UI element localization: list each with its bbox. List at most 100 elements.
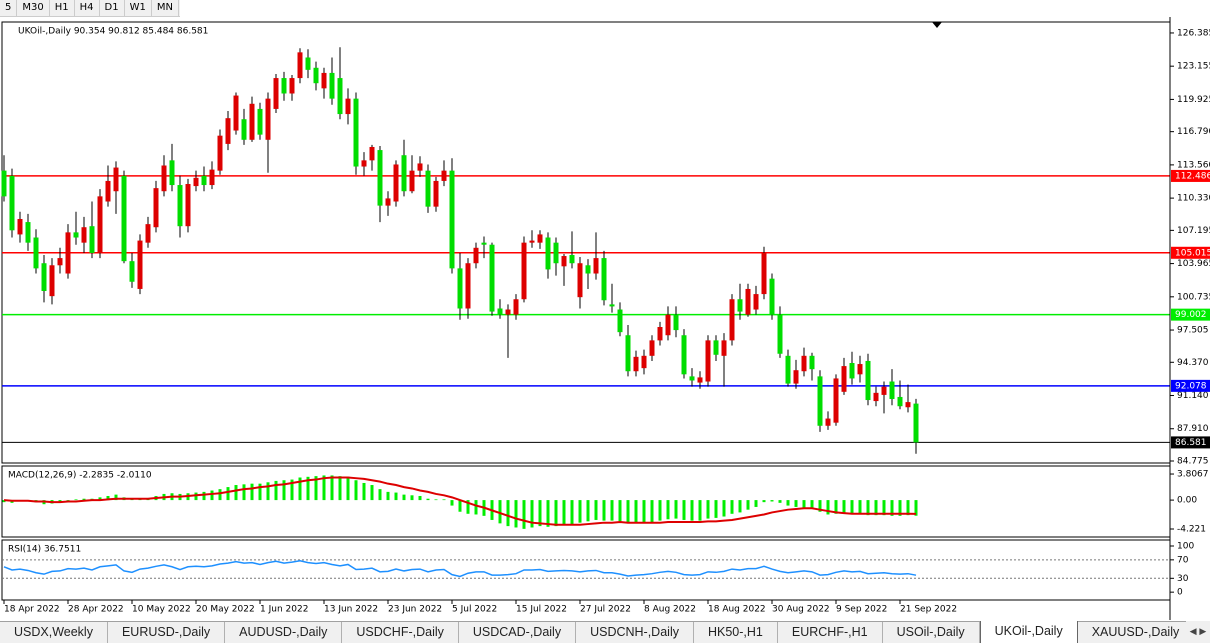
macd-bar — [114, 494, 118, 501]
price-level-tag — [1171, 379, 1210, 392]
macd-bar — [450, 500, 454, 506]
chart-tab[interactable]: USDCNH-,Daily — [576, 622, 694, 643]
timeframe-button[interactable]: D1 — [100, 0, 125, 16]
candle-body — [209, 169, 215, 186]
macd-bar — [426, 498, 430, 501]
candle-body — [873, 392, 879, 402]
x-tick-label: 18 Aug 2022 — [708, 605, 766, 615]
timeframe-button[interactable]: H4 — [75, 0, 100, 16]
x-tick-label: 21 Sep 2022 — [900, 605, 957, 615]
candle-body — [377, 150, 383, 206]
macd-bar — [394, 492, 398, 501]
chart-tab[interactable]: USDX,Weekly — [0, 622, 108, 643]
macd-bar — [194, 492, 198, 501]
macd-bar — [210, 490, 214, 501]
candle-body — [841, 366, 847, 392]
timeframe-toolbar: 5 M30 H1 H4 D1 W1 MN — [0, 0, 180, 17]
chart-tab[interactable]: EURCHF-,H1 — [778, 622, 883, 643]
signal-line — [3, 476, 917, 526]
candle-body — [793, 370, 799, 384]
candle-body — [633, 356, 639, 372]
candle-body — [521, 242, 527, 300]
y-tick-label: 84.775 — [1177, 456, 1209, 466]
y-tick-label: 97.505 — [1177, 326, 1209, 336]
candle-body — [353, 98, 359, 167]
candle-body — [1, 170, 7, 197]
macd-bar — [514, 500, 518, 528]
candle-body — [905, 402, 911, 408]
chart-tab[interactable]: USDCAD-,Daily — [459, 622, 577, 643]
shift-marker — [932, 22, 942, 28]
candle-body — [369, 146, 375, 161]
candle-body — [761, 252, 767, 295]
candle-body — [545, 237, 551, 270]
macd-bar — [650, 500, 654, 523]
macd-bar — [434, 499, 438, 501]
candle-body — [249, 103, 255, 140]
y-tick-label: 116.790 — [1177, 127, 1210, 137]
candle-body — [177, 185, 183, 227]
chart-tab[interactable]: UKOil-,Daily — [979, 621, 1078, 643]
price-level-tag — [1171, 436, 1210, 449]
candle-body — [313, 67, 319, 84]
macd-bar — [402, 494, 406, 501]
macd-bar — [578, 500, 582, 523]
tab-scroll[interactable]: ◀ ▶ — [1186, 621, 1210, 643]
chart-tab[interactable]: AUDUSD-,Daily — [225, 622, 343, 643]
price-level-label: 105.015 — [1175, 248, 1210, 258]
chart-tab[interactable]: XAUUSD-,Daily — [1078, 622, 1195, 643]
macd-bar — [250, 483, 254, 501]
macd-bar — [786, 500, 790, 506]
y-tick-label: -4.221 — [1177, 524, 1206, 534]
candle-body — [233, 95, 239, 131]
macd-bar — [66, 500, 70, 501]
macd-bar — [386, 491, 390, 501]
timeframe-button[interactable]: M30 — [17, 0, 50, 16]
y-tick-label: 70 — [1177, 555, 1189, 565]
candle-body — [529, 240, 535, 243]
x-tick-label: 5 Jul 2022 — [452, 605, 497, 615]
macd-bar — [282, 480, 286, 501]
candle-body — [297, 52, 303, 79]
macd-bar — [458, 500, 462, 512]
chart-tab[interactable]: USOil-,Daily — [883, 622, 980, 643]
macd-bar — [98, 497, 102, 501]
candle-body — [153, 188, 159, 228]
timeframe-button[interactable]: 5 — [0, 0, 18, 16]
y-tick-label: 100 — [1177, 542, 1194, 552]
macd-bar — [346, 476, 350, 501]
price-level-label: 86.581 — [1175, 438, 1207, 448]
timeframe-button[interactable]: MN — [152, 0, 179, 16]
macd-bar — [658, 500, 662, 521]
candle-body — [913, 403, 919, 443]
timeframe-button[interactable]: W1 — [125, 0, 152, 16]
macd-bar — [602, 500, 606, 521]
chart-tab[interactable]: HK50-,H1 — [694, 622, 778, 643]
macd-bar — [82, 498, 86, 501]
candle-body — [489, 244, 495, 312]
candle-body — [81, 227, 87, 243]
x-tick-label: 18 Apr 2022 — [4, 605, 60, 615]
candle-body — [577, 263, 583, 298]
candle-body — [457, 268, 463, 309]
macd-bar — [242, 484, 246, 501]
chart-tabs: USDX,Weekly EURUSD-,Daily AUDUSD-,Daily USD… — [0, 621, 1210, 643]
macd-bar — [618, 500, 622, 522]
candle-body — [265, 98, 271, 140]
candle-body — [681, 335, 687, 375]
candle-body — [9, 175, 15, 231]
macd-bar — [778, 500, 782, 503]
price-level-label: 99.002 — [1175, 310, 1207, 320]
y-tick-label: 119.925 — [1177, 95, 1210, 105]
y-tick-label: 123.155 — [1177, 62, 1210, 72]
chart-tab[interactable]: USDCHF-,Daily — [342, 622, 459, 643]
x-tick-label: 23 Jun 2022 — [388, 605, 442, 615]
macd-bar — [466, 500, 470, 514]
timeframe-button[interactable]: H1 — [50, 0, 75, 16]
candle-body — [433, 180, 439, 207]
macd-bar — [794, 500, 798, 507]
chart-tab[interactable]: EURUSD-,Daily — [108, 622, 226, 643]
candle-body — [41, 263, 47, 292]
macd-bar — [906, 500, 910, 516]
candle-body — [473, 247, 479, 264]
